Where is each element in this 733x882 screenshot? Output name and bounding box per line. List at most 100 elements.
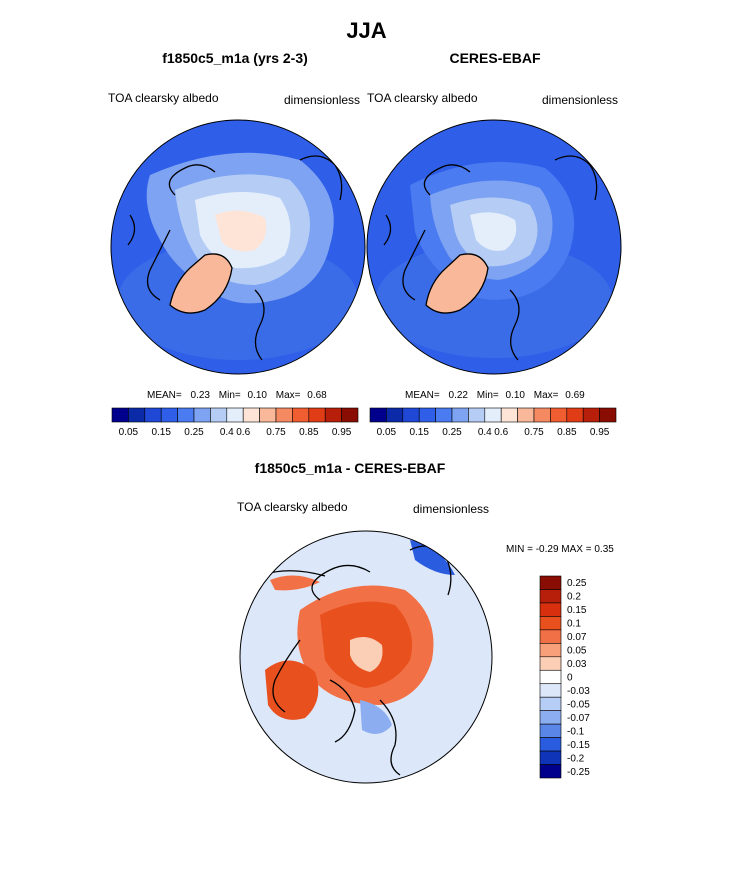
difference-colorbar-tick-label: -0.05 (567, 699, 590, 710)
panel2-coastline-a (423, 164, 471, 196)
panel1-colorbar-swatch (210, 407, 228, 423)
difference-units-label: dimensionless (413, 502, 490, 516)
panel2-colorbar-swatch (468, 407, 486, 423)
panel1-colorbar-swatch (341, 407, 359, 423)
panel2-coastline-e (383, 214, 392, 246)
panel2-mean: 0.22 (448, 390, 468, 401)
difference-colorbar-tick-label: 0.1 (567, 619, 581, 630)
panel1-colorbar-swatch (193, 407, 211, 423)
panel2-colorbar-swatch (533, 407, 551, 423)
difference-colorbar-tick-label: -0.07 (567, 713, 590, 724)
panel1-ice-core (215, 210, 267, 252)
panel2-colorbar-tick-label: 0.15 (409, 427, 429, 438)
panel2-coastline-d (554, 155, 598, 201)
panel2-colorbar-tick-label: 0.6 (494, 427, 508, 438)
panel2-max: 0.69 (565, 390, 585, 401)
difference-minmax: MIN = -0.29 MAX = 0.35 (506, 544, 614, 555)
difference-colorbar-swatch (539, 710, 562, 725)
difference-variable-label: TOA clearsky albedo (237, 500, 348, 514)
panel1-colorbar-tick-label: 0.6 (236, 427, 250, 438)
panel2-colorbar-swatch (402, 407, 420, 423)
panel2-colorbar-swatch (517, 407, 535, 423)
difference-colorbar-swatch (539, 616, 562, 631)
difference-colorbar-swatch (539, 643, 562, 658)
panel2-mean-label: MEAN= (405, 390, 440, 401)
panel2-ice-core (470, 212, 517, 251)
panel1-units-label: dimensionless (284, 93, 361, 107)
panel2-title: CERES-EBAF (449, 50, 541, 66)
difference-alaska-anomaly (270, 575, 320, 591)
difference-colorbar-tick-label: -0.2 (567, 753, 585, 764)
panel1-colorbar-swatch (275, 407, 293, 423)
panel1-coastline-b (146, 229, 171, 301)
difference-map (240, 531, 492, 783)
panel1-colorbar-tick-label: 0.95 (332, 427, 352, 438)
difference-colorbar-tick-label: 0.2 (567, 592, 581, 603)
panel2-stats: MEAN= 0.22 Min= 0.10 Max= 0.69 (405, 390, 585, 401)
difference-colorbar-tick-label: 0.15 (567, 605, 587, 616)
difference-pole-anomaly (350, 636, 383, 672)
difference-colorbar-swatch (539, 723, 562, 738)
panel2-colorbar-swatch (500, 407, 518, 423)
main-title: JJA (346, 18, 387, 43)
panel1-colorbar-tick-label: 0.85 (299, 427, 319, 438)
difference-title: f1850c5_m1a - CERES-EBAF (254, 460, 446, 476)
panel1-map-border (110, 119, 366, 375)
panel2-colorbar-swatch (484, 407, 502, 423)
panel1-colorbar: 0.05 0.15 0.25 0.4 0.6 0.75 0.85 0.95 (111, 407, 359, 438)
panel1-coastline-e (127, 214, 136, 246)
difference-colorbar-swatch (539, 602, 562, 617)
panel1-coastline-greenland (169, 253, 233, 314)
difference-coastline-c (329, 679, 356, 743)
panel2-colorbar-swatch (418, 407, 436, 423)
difference-colorbar-swatch (539, 575, 562, 590)
difference-colorbar-tick-label: -0.1 (567, 726, 585, 737)
difference-colorbar-tick-label: -0.03 (567, 686, 590, 697)
panel2-colorbar-swatch (369, 407, 387, 423)
panel2-variable-label: TOA clearsky albedo (367, 91, 478, 105)
panel1-colorbar-swatch (308, 407, 326, 423)
panel1-colorbar-swatch (128, 407, 146, 423)
panel2-colorbar-tick-label: 0.25 (442, 427, 462, 438)
panel2-map (367, 120, 621, 374)
panel1-greenland (170, 253, 232, 314)
panel2-colorbar-swatch (582, 407, 600, 423)
panel2-colorbar-tick-label: 0.85 (557, 427, 577, 438)
difference-colorbar-swatch (539, 683, 562, 698)
panel2-colorbar: 0.05 0.15 0.25 0.4 0.6 0.75 0.85 0.95 (369, 407, 617, 438)
panel1-colorbar-tick-label: 0.25 (184, 427, 204, 438)
difference-colorbar-tick-label: 0.05 (567, 646, 587, 657)
panel2-colorbar-tick-label: 0.4 (478, 427, 492, 438)
difference-colorbar-swatch (539, 750, 562, 765)
difference-colorbar-swatch (539, 737, 562, 752)
difference-colorbar-tick-label: 0.03 (567, 659, 587, 670)
panel1-colorbar-swatch (111, 407, 129, 423)
difference-colorbar: 0.25 0.2 0.15 0.1 0.07 0.05 0.03 0 -0.03 -0.05 -0.… (539, 575, 590, 779)
panel1-colorbar-tick-label: 0.75 (266, 427, 286, 438)
panel1-stats: MEAN= 0.23 Min= 0.10 Max= 0.68 (147, 390, 327, 401)
panel2-coastline-b (402, 229, 426, 301)
panel1-colorbar-swatch (144, 407, 162, 423)
panel2-colorbar-tick-label: 0.75 (524, 427, 544, 438)
difference-colorbar-tick-label: -0.15 (567, 740, 590, 751)
panel2-coastline-greenland (425, 253, 489, 314)
panel2-colorbar-swatch (435, 407, 453, 423)
panel1-colorbar-tick-label: 0.15 (151, 427, 171, 438)
panel1-colorbar-tick-label: 0.05 (119, 427, 139, 438)
panel1-max-label: Max= (275, 390, 301, 401)
panel1-colorbar-swatch (292, 407, 310, 423)
panel2-colorbar-tick-label: 0.05 (377, 427, 397, 438)
difference-coastline-d (379, 699, 401, 776)
panel1-title: f1850c5_m1a (yrs 2-3) (162, 50, 308, 66)
panel1-colorbar-tick-label: 0.4 (220, 427, 234, 438)
panel2-colorbar-swatch (550, 407, 568, 423)
panel1-min: 0.10 (247, 390, 267, 401)
difference-coastline-b (272, 639, 301, 713)
panel1-colorbar-swatch (226, 407, 244, 423)
difference-negative-ne (410, 540, 455, 575)
difference-colorbar-swatch (539, 629, 562, 644)
panel1-mean: 0.23 (190, 390, 210, 401)
panel1-max: 0.68 (307, 390, 327, 401)
panel2-min: 0.10 (505, 390, 525, 401)
